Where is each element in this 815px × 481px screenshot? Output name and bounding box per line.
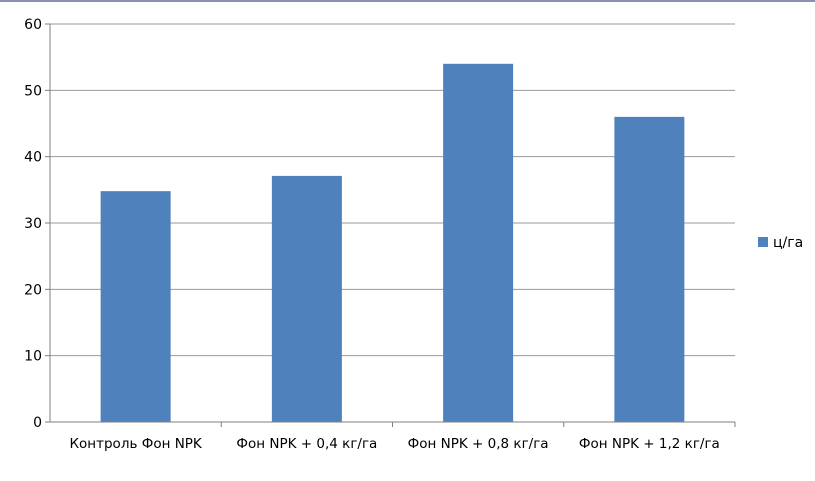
legend: ц/га (758, 235, 803, 251)
x-tick-label: Фон NPK + 0,8 кг/га (408, 436, 549, 452)
legend-swatch (758, 237, 768, 247)
y-tick-label: 20 (24, 282, 42, 298)
y-tick-label: 50 (24, 83, 42, 99)
y-tick-label: 10 (24, 349, 42, 365)
legend-label: ц/га (773, 235, 803, 251)
x-axis-labels: Контроль Фон NPK Фон NPK + 0,4 кг/га Фон N… (69, 436, 719, 452)
y-axis-ticks: 0 10 20 30 40 50 60 (24, 17, 42, 431)
x-tick-label: Фон NPK + 0,4 кг/га (236, 436, 377, 452)
y-tick-label: 40 (24, 150, 42, 166)
bar (271, 175, 342, 422)
bar (100, 191, 171, 422)
axes (45, 23, 736, 427)
bars (100, 63, 685, 423)
bar (443, 63, 514, 423)
y-tick-label: 60 (24, 17, 42, 33)
y-tick-label: 0 (33, 415, 42, 431)
y-tick-label: 30 (24, 216, 42, 232)
x-tick-label: Фон NPK + 1,2 кг/га (579, 436, 720, 452)
bar (614, 116, 685, 422)
x-tick-label: Контроль Фон NPK (69, 436, 202, 452)
